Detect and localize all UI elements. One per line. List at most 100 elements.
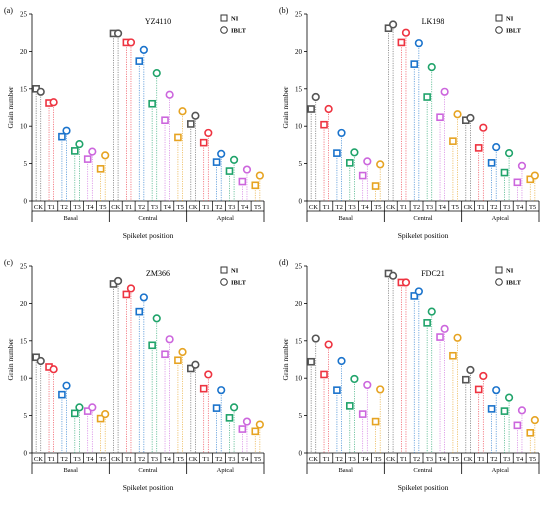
category-label: T3 xyxy=(503,456,510,463)
data-point-iblt xyxy=(388,271,398,280)
data-point-iblt xyxy=(311,92,320,102)
category-label: T2 xyxy=(215,204,222,211)
data-point-ni xyxy=(174,356,182,365)
category-label: T2 xyxy=(336,204,343,211)
group-label: Apical xyxy=(492,215,510,222)
data-point-ni xyxy=(462,375,470,384)
data-point-iblt xyxy=(401,28,411,37)
y-tick-label: 5 xyxy=(24,412,28,420)
category-label: T1 xyxy=(477,456,484,463)
category-label: T5 xyxy=(99,456,106,463)
category-label: T4 xyxy=(439,456,447,463)
data-point-ni xyxy=(358,410,367,418)
data-point-iblt xyxy=(49,98,58,107)
data-point-iblt xyxy=(165,335,174,344)
category-label: T5 xyxy=(99,204,106,211)
data-point-iblt xyxy=(363,157,372,166)
data-point-iblt xyxy=(530,415,539,425)
data-point-iblt xyxy=(255,420,264,429)
data-point-iblt xyxy=(49,365,58,374)
data-point-iblt xyxy=(101,151,110,160)
data-point-iblt xyxy=(165,90,174,99)
data-point-ni xyxy=(371,417,380,426)
data-point-ni xyxy=(148,99,156,108)
data-point-ni xyxy=(71,147,79,155)
data-point-ni xyxy=(410,60,419,68)
data-point-ni xyxy=(96,165,105,173)
category-label: CK xyxy=(189,204,198,211)
data-point-iblt xyxy=(113,29,123,38)
data-point-iblt xyxy=(530,171,539,180)
category-label: T4 xyxy=(361,204,369,211)
y-tick-label: 5 xyxy=(299,412,303,420)
y-tick-label: 20 xyxy=(20,300,28,308)
legend-square-icon xyxy=(220,14,228,22)
legend-circle-icon xyxy=(495,278,503,286)
data-point-ni xyxy=(187,120,195,128)
data-point-iblt xyxy=(36,87,45,96)
data-point-ni xyxy=(238,425,247,433)
data-point-iblt xyxy=(414,39,423,48)
category-label: T4 xyxy=(516,456,524,463)
data-point-ni xyxy=(225,167,234,175)
data-point-ni xyxy=(199,138,208,147)
category-label: T4 xyxy=(516,204,524,211)
data-point-ni xyxy=(358,171,367,180)
data-point-iblt xyxy=(152,314,161,323)
data-point-ni xyxy=(333,149,341,157)
y-tick-label: 0 xyxy=(24,198,28,206)
x-axis-label: Spikelet position xyxy=(123,483,174,492)
category-label: T3 xyxy=(73,204,80,211)
category-label: T5 xyxy=(254,204,261,211)
category-label: CK xyxy=(34,456,43,463)
data-point-iblt xyxy=(376,385,385,394)
y-tick-label: 20 xyxy=(295,48,303,56)
data-point-iblt xyxy=(440,324,449,333)
data-point-ni xyxy=(487,159,496,167)
data-point-ni xyxy=(58,132,66,141)
category-label: T5 xyxy=(177,204,184,211)
category-label: T1 xyxy=(48,204,55,211)
legend-label: NI xyxy=(231,16,239,23)
data-point-iblt xyxy=(217,386,226,395)
category-label: T1 xyxy=(400,204,407,211)
group-label: Central xyxy=(138,467,157,474)
data-point-iblt xyxy=(152,68,161,78)
data-point-ni xyxy=(423,93,431,101)
category-label: T2 xyxy=(490,204,497,211)
data-point-ni xyxy=(251,181,260,190)
y-tick-label: 15 xyxy=(295,337,303,345)
category-label: CK xyxy=(111,456,120,463)
legend-label: IBLT xyxy=(231,280,247,287)
x-axis-label: Spikelet position xyxy=(398,483,449,492)
category-label: T3 xyxy=(151,204,158,211)
data-point-iblt xyxy=(350,374,359,384)
group-label: Basal xyxy=(338,215,353,222)
category-label: T3 xyxy=(73,456,80,463)
data-point-iblt xyxy=(178,347,187,357)
data-point-ni xyxy=(333,386,341,394)
category-label: T2 xyxy=(413,456,420,463)
data-point-ni xyxy=(371,182,380,190)
group-label: Basal xyxy=(63,215,78,222)
data-point-ni xyxy=(122,290,131,299)
data-point-iblt xyxy=(88,403,97,412)
category-label: T1 xyxy=(323,204,330,211)
category-label: T2 xyxy=(490,456,497,463)
category-label: T4 xyxy=(241,204,249,211)
legend-circle-icon xyxy=(495,26,503,34)
data-point-iblt xyxy=(517,406,527,415)
category-label: T1 xyxy=(202,204,209,211)
data-point-iblt xyxy=(75,403,84,412)
category-label: CK xyxy=(111,204,120,211)
category-label: CK xyxy=(309,456,318,463)
data-point-ni xyxy=(199,384,208,393)
data-point-iblt xyxy=(466,113,475,123)
panel-label: (b) xyxy=(279,6,289,15)
data-point-iblt xyxy=(255,171,264,180)
legend-label: NI xyxy=(506,16,514,23)
panel-title: YZ4110 xyxy=(145,17,171,26)
category-label: T4 xyxy=(164,456,172,463)
legend-label: IBLT xyxy=(506,280,522,287)
data-point-iblt xyxy=(242,165,252,174)
